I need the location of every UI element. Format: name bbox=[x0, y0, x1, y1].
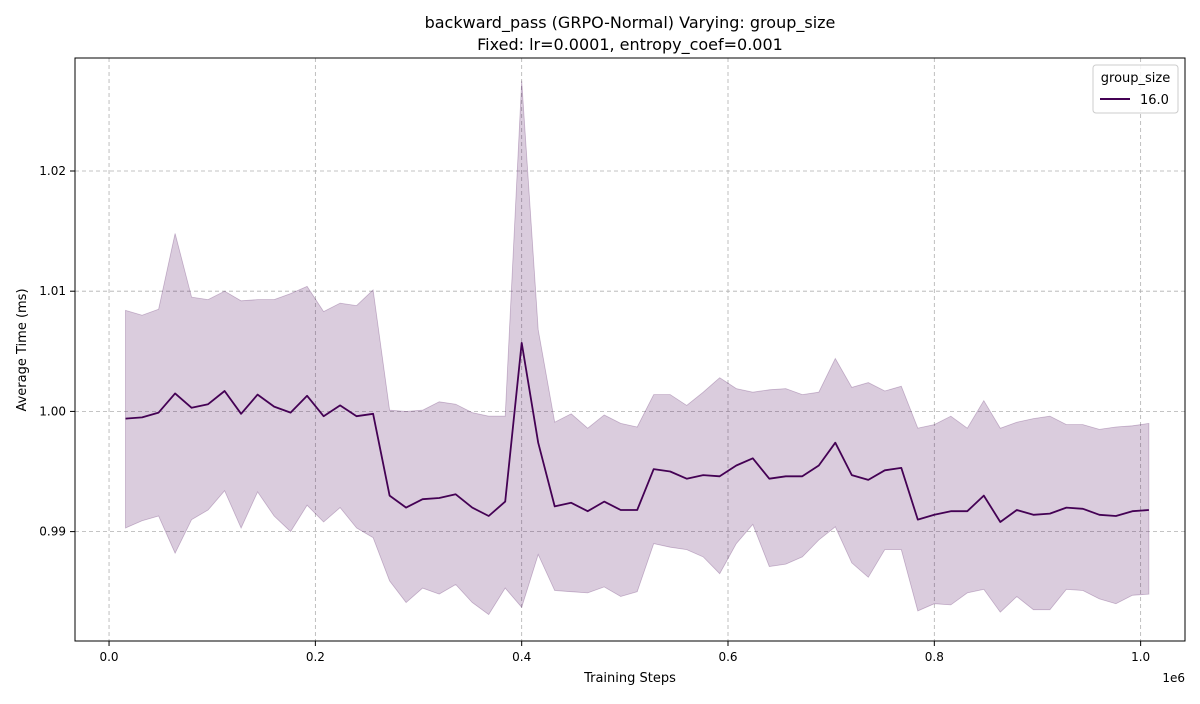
legend-box bbox=[1092, 64, 1179, 114]
chart-title: backward_pass (GRPO-Normal) Varying: gro… bbox=[425, 13, 836, 33]
grid bbox=[75, 58, 1185, 641]
x-tick-label: 0.4 bbox=[512, 650, 531, 664]
x-tick-label: 0.6 bbox=[718, 650, 737, 664]
x-tick-label: 0.8 bbox=[925, 650, 944, 664]
x-axis-label: Training Steps bbox=[583, 671, 676, 686]
chart-subtitle: Fixed: lr=0.0001, entropy_coef=0.001 bbox=[477, 35, 783, 55]
series-line-layer bbox=[125, 341, 1149, 523]
y-axis-label: Average Time (ms) bbox=[15, 288, 30, 411]
x-tick-label: 0.2 bbox=[306, 650, 325, 664]
y-axis-ticks: 0.99 1.00 1.01 1.02 bbox=[39, 164, 75, 539]
confidence-band-layer bbox=[125, 80, 1150, 616]
legend-label-16: 16.0 bbox=[1140, 93, 1169, 108]
x-tick-label: 0.0 bbox=[99, 650, 118, 664]
x-axis-offset-label: 1e6 bbox=[1162, 671, 1185, 685]
legend: group_size 16.0 bbox=[1092, 64, 1179, 114]
x-axis-ticks: 0.0 0.2 0.4 0.6 0.8 1.0 bbox=[99, 641, 1150, 664]
legend-title: group_size bbox=[1101, 71, 1170, 86]
plot-frame bbox=[74, 57, 1186, 642]
series-line-16 bbox=[125, 341, 1149, 523]
confidence-band bbox=[125, 80, 1150, 616]
y-tick-label: 0.99 bbox=[39, 525, 66, 539]
y-tick-label: 1.00 bbox=[39, 404, 66, 418]
x-tick-label: 1.0 bbox=[1131, 650, 1150, 664]
y-tick-label: 1.01 bbox=[39, 284, 66, 298]
y-tick-label: 1.02 bbox=[39, 164, 66, 178]
